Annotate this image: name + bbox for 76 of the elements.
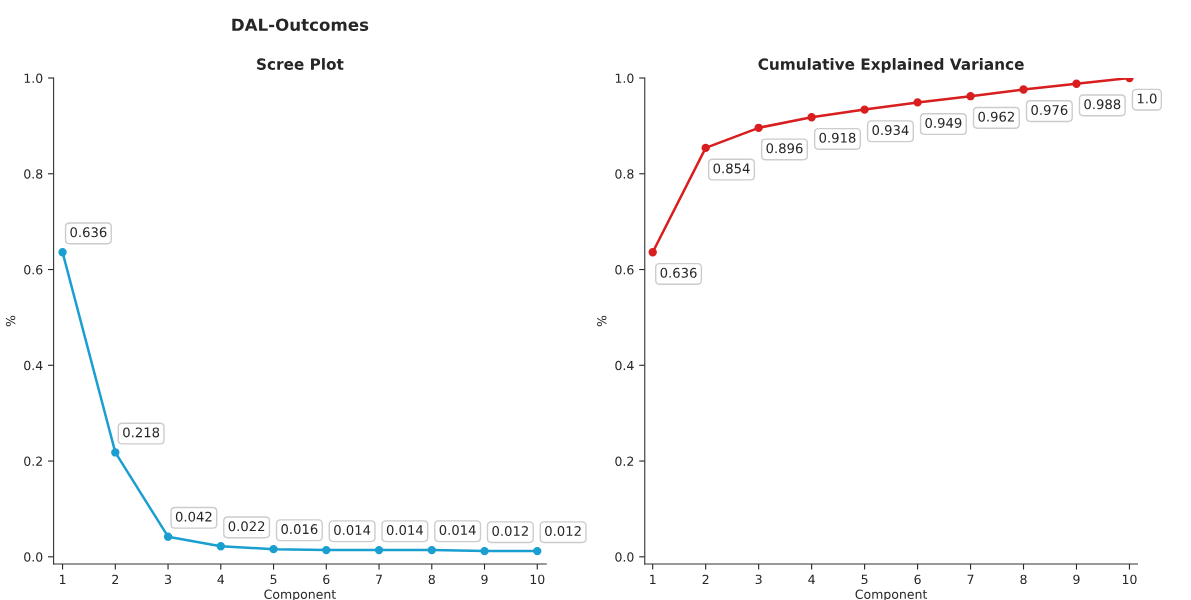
point <box>374 545 384 555</box>
x-tick-label: 7 <box>376 574 382 584</box>
data-label: 0.976 <box>1031 105 1068 115</box>
data-label: 0.949 <box>925 117 962 128</box>
x-tick-label: 5 <box>861 574 868 585</box>
data-label: 0.014 <box>439 525 476 536</box>
x-tick-label: 10 <box>530 574 545 585</box>
data-label: 0.014 <box>386 525 424 536</box>
chart-title: Cumulative Explained Variance <box>758 58 1024 73</box>
y-axis-title: % <box>597 315 607 327</box>
point <box>913 98 922 107</box>
data-label: 0.042 <box>175 511 212 522</box>
x-tick-label: 7 <box>967 574 974 584</box>
data-label: 0.918 <box>819 132 856 143</box>
y-tick-label: 1.0 <box>615 73 634 83</box>
point <box>58 248 67 257</box>
data-label: 0.014 <box>334 525 371 536</box>
x-tick-label: 1 <box>59 574 66 584</box>
y-tick-label: 0.0 <box>615 552 634 562</box>
y-tick-label: 0.2 <box>24 456 42 466</box>
y-tick-label: 0.6 <box>24 265 43 275</box>
y-axis-title: % <box>5 315 16 327</box>
point <box>1019 85 1028 94</box>
point <box>701 143 710 153</box>
x-tick-label: 6 <box>323 574 330 585</box>
x-tick-label: 6 <box>914 574 921 585</box>
x-tick-label: 9 <box>1073 574 1080 585</box>
data-label: 0.934 <box>872 125 909 136</box>
data-label: 0.012 <box>492 526 528 537</box>
chart-subtitle: Scree Plot <box>257 58 344 70</box>
point <box>648 248 657 257</box>
x-tick-label: 3 <box>755 574 762 585</box>
point <box>427 545 436 555</box>
y-tick-label: 0.6 <box>615 265 634 275</box>
x-tick-label: 9 <box>481 574 488 585</box>
point <box>269 544 278 554</box>
data-label: 0.636 <box>660 267 697 278</box>
data-label: 0.636 <box>70 227 107 238</box>
data-label: 0.012 <box>545 526 581 537</box>
x-tick-label: 2 <box>702 574 709 584</box>
y-tick-label: 0.8 <box>615 169 634 179</box>
point <box>1072 79 1081 88</box>
point <box>163 532 173 541</box>
point <box>480 546 489 556</box>
x-tick-label: 3 <box>165 574 172 585</box>
data-label: 0.022 <box>228 521 265 532</box>
x-tick-label: 2 <box>112 574 119 584</box>
y-tick-label: 1.0 <box>24 73 43 83</box>
y-tick-label: 0.2 <box>615 456 634 466</box>
data-label: 0.016 <box>281 524 318 535</box>
point <box>807 113 816 122</box>
x-tick-label: 8 <box>428 574 435 585</box>
point <box>533 546 542 556</box>
x-tick-label: 5 <box>270 574 277 585</box>
point <box>322 545 331 555</box>
data-label: 0.896 <box>766 143 803 154</box>
x-tick-label: 8 <box>1020 574 1027 585</box>
data-label: 0.218 <box>123 427 160 438</box>
data-label: 0.988 <box>1084 99 1121 110</box>
point <box>860 105 869 114</box>
x-tick-label: 10 <box>1122 574 1137 585</box>
chart-title: DAL-Outcomes <box>232 18 369 32</box>
point <box>754 123 763 132</box>
data-label: 1.0 <box>1137 93 1157 104</box>
data-label: 0.854 <box>713 163 750 174</box>
point <box>966 92 975 101</box>
point <box>216 542 225 551</box>
y-tick-label: 0.0 <box>24 552 43 562</box>
y-tick-label: 0.4 <box>24 360 43 371</box>
point <box>111 448 120 457</box>
x-tick-label: 4 <box>217 574 225 584</box>
y-tick-label: 0.8 <box>24 169 43 179</box>
data-label: 0.962 <box>978 111 1014 122</box>
y-tick-label: 0.4 <box>615 360 634 371</box>
x-tick-label: 1 <box>650 574 656 584</box>
x-tick-label: 4 <box>808 574 815 584</box>
